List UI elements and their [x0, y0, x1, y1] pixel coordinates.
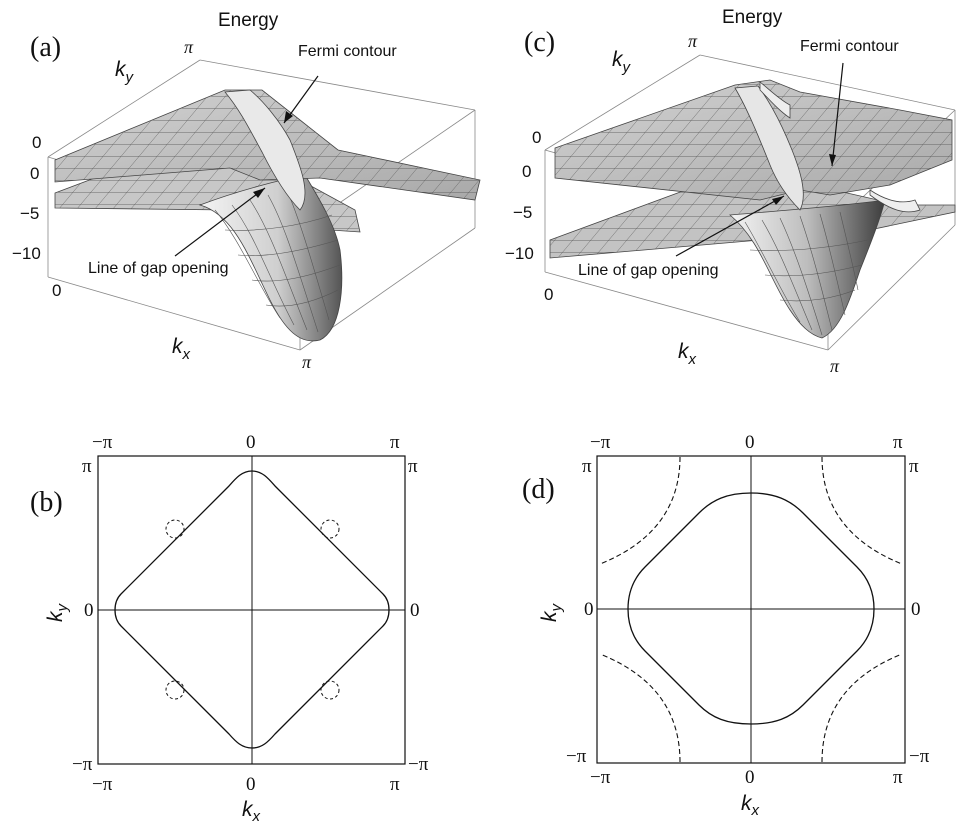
- panel-b-top-tick: 0: [246, 432, 256, 453]
- panel-b: (b) −π 0 π −π 0 π π 0 −π π 0 −π kx ky: [30, 432, 429, 823]
- panel-a-energy-tick-1: 0: [30, 164, 39, 183]
- panel-b-bottom-tick: 0: [246, 774, 256, 795]
- panel-c-ky-tick-pi: π: [688, 31, 698, 51]
- panel-a-energy-label: Energy: [218, 10, 279, 31]
- panel-c-energy-tick-1: 0: [522, 162, 531, 181]
- panel-a-ky-tick-pi: π: [184, 37, 194, 57]
- panel-b-left-tick: π: [82, 456, 92, 477]
- panel-d-top-tick: 0: [745, 432, 755, 453]
- panel-a-ridge: [224, 89, 306, 211]
- panel-d-top-tick: −π: [590, 432, 611, 453]
- panel-a-gap-line-label: Line of gap opening: [88, 260, 229, 277]
- panel-b-hotspot-circle: [165, 519, 185, 539]
- panel-b-right-tick: 0: [410, 600, 420, 621]
- panel-a-energy-tick-3: −10: [12, 244, 41, 263]
- panel-d-left-tick: π: [582, 456, 592, 477]
- panel-d-dashed-contour: [821, 653, 903, 763]
- panel-c-gap-line-label: Line of gap opening: [578, 262, 719, 279]
- panel-d-left-tick: 0: [584, 599, 594, 620]
- panel-d-bottom-tick: 0: [745, 767, 755, 788]
- panel-d-bottom-tick: π: [893, 767, 903, 788]
- panel-b-hotspot-circle: [320, 519, 340, 539]
- panel-b-xlabel: kx: [242, 798, 261, 823]
- panel-b-hotspot-circle: [165, 680, 185, 700]
- panel-c-ky-axis-label: ky: [612, 48, 632, 76]
- panel-d-ylabel: ky: [538, 603, 565, 623]
- panel-a-energy-tick-0: 0: [32, 133, 41, 152]
- panel-c-energy-well: [728, 199, 886, 339]
- panel-a-kx-tick-zero: 0: [52, 281, 61, 300]
- panel-c-kx-tick-pi: π: [830, 356, 840, 376]
- panel-a-energy-tick-2: −5: [20, 204, 39, 223]
- panel-a-energy-ticks: 0 0 −5 −10: [12, 133, 41, 263]
- panel-d-dashed-contour: [599, 653, 681, 763]
- panel-c-kx-tick-zero: 0: [544, 285, 553, 304]
- panel-d-right-tick: −π: [909, 746, 930, 767]
- panel-d-fermi-contour: [627, 492, 875, 725]
- panel-d-bottom-tick: −π: [590, 767, 611, 788]
- panel-c-label: (c): [524, 27, 555, 58]
- panel-c-energy-label: Energy: [722, 7, 783, 28]
- panel-a-kx-axis-label: kx: [172, 335, 191, 363]
- panel-c-fermi-contour-label: Fermi contour: [800, 38, 899, 55]
- panel-d-label: (d): [522, 474, 555, 505]
- panel-d-top-tick: π: [893, 432, 903, 453]
- panel-c-energy-tick-2: −5: [513, 203, 532, 222]
- panel-d-dashed-contour: [821, 456, 903, 565]
- panel-d-dashed-contour: [599, 456, 681, 565]
- panel-b-ylabel: ky: [44, 603, 71, 623]
- panel-c-kx-axis-label: kx: [678, 340, 697, 368]
- panel-c-energy-ticks: 0 0 −5 −10: [505, 128, 541, 263]
- panel-a-fermi-contour-label: Fermi contour: [298, 43, 397, 60]
- panel-b-hotspot-circle: [320, 680, 340, 700]
- panel-c: (c) Energy ky π 0 0 −5 −10: [505, 7, 956, 376]
- panel-b-top-tick: −π: [92, 432, 113, 453]
- panel-b-right-tick: π: [408, 456, 418, 477]
- panel-b-right-tick: −π: [408, 754, 429, 775]
- panel-d-xlabel: kx: [741, 792, 760, 819]
- panel-b-fermi-contour: [114, 470, 390, 749]
- panel-c-energy-tick-0: 0: [532, 128, 541, 147]
- panel-d-right-tick: 0: [911, 599, 921, 620]
- panel-c-energy-tick-3: −10: [505, 244, 534, 263]
- panel-b-bottom-tick: −π: [92, 774, 113, 795]
- panel-d: (d) −π 0 π −π 0 π π 0 −π π 0 −π kx ky: [522, 432, 930, 819]
- panel-b-label: (b): [30, 487, 63, 518]
- panel-a-ky-axis-label: ky: [115, 58, 135, 86]
- panel-c-fermi-arrow: [831, 62, 844, 167]
- panel-c-gap-arrow: [675, 195, 785, 257]
- panel-b-bottom-tick: π: [390, 774, 400, 795]
- panel-a-label: (a): [30, 32, 61, 63]
- panel-a-gap-arrow: [174, 187, 266, 257]
- panel-a-kx-tick-pi: π: [302, 352, 312, 372]
- panel-d-right-tick: π: [909, 456, 919, 477]
- panel-a: (a) Energy ky π 0 0 −5 −10: [12, 10, 481, 372]
- panel-c-ridge: [734, 85, 804, 211]
- panel-b-left-tick: 0: [84, 600, 94, 621]
- panel-b-top-tick: π: [390, 432, 400, 453]
- panel-d-left-tick: −π: [566, 746, 587, 767]
- panel-b-left-tick: −π: [72, 754, 93, 775]
